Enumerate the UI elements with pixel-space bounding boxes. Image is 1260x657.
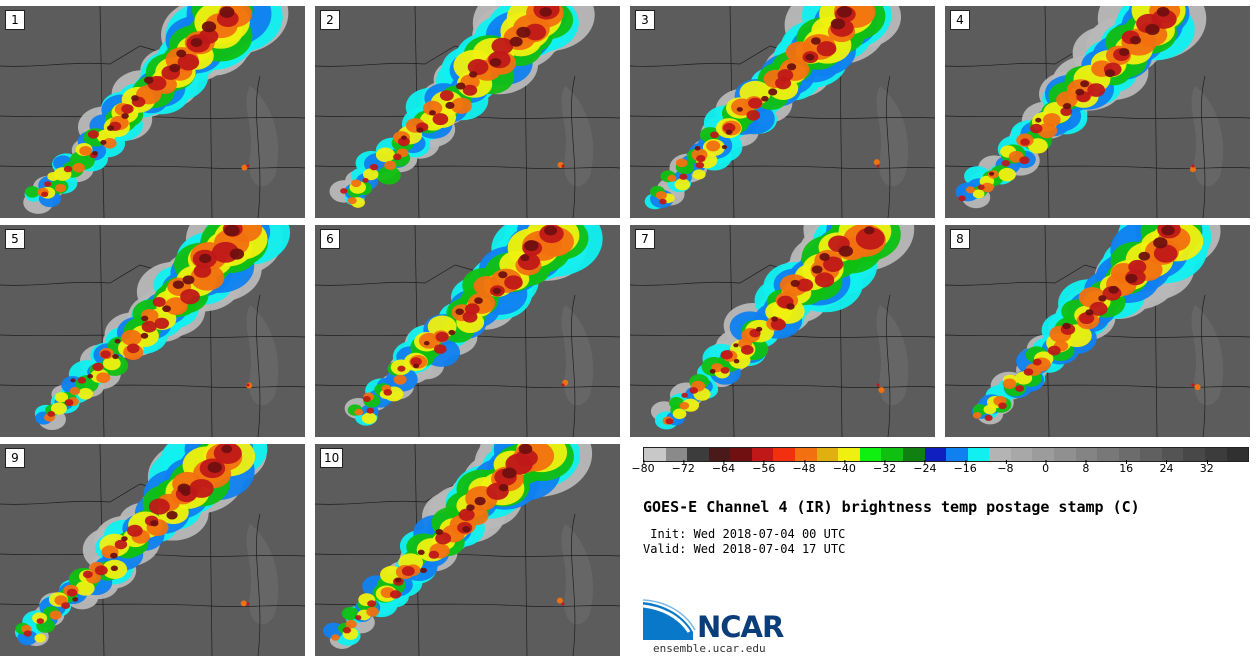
colorbar-tick-label: 32 — [1199, 460, 1214, 475]
colorbar-cell — [924, 448, 947, 461]
panel-number: 5 — [5, 229, 25, 249]
satellite-map — [630, 225, 935, 437]
colorbar-cell — [1097, 448, 1119, 461]
colorbar-tick-label: −40 — [832, 460, 856, 475]
colorbar-tick-label: −32 — [872, 460, 897, 475]
colorbar-cell — [967, 448, 990, 461]
colorbar-cell — [1226, 448, 1249, 461]
satellite-map — [315, 444, 620, 656]
colorbar-tick-label: −48 — [792, 460, 816, 475]
panel-number: 7 — [635, 229, 655, 249]
colorbar-cell — [1161, 448, 1184, 461]
postage-stamp-panel-6: 6 — [315, 225, 620, 437]
postage-stamp-panel-3: 3 — [630, 6, 935, 218]
panel-number: 2 — [320, 10, 340, 30]
colorbar-tick-label: −56 — [752, 460, 776, 475]
colorbar-tick-label: −24 — [913, 460, 937, 475]
colorbar-tick-label: −64 — [711, 460, 736, 475]
satellite-map — [630, 6, 935, 218]
colorbar-cell — [730, 448, 752, 461]
colorbar-cell — [989, 448, 1011, 461]
ncar-wordmark: NCAR — [697, 610, 784, 644]
postage-stamp-panel-4: 4 — [945, 6, 1250, 218]
colorbar-cell — [1032, 448, 1054, 461]
colorbar-cell — [687, 448, 709, 461]
satellite-map — [0, 444, 305, 656]
postage-stamp-panel-10: 10 — [315, 444, 620, 656]
postage-stamp-panel-1: 1 — [0, 6, 305, 218]
colorbar-tick-label: −8 — [997, 460, 1014, 475]
colorbar-cell — [902, 448, 925, 461]
colorbar-cell — [881, 448, 903, 461]
postage-stamp-panel-8: 8 — [945, 225, 1250, 437]
panel-number: 10 — [320, 448, 344, 468]
panel-number: 1 — [5, 10, 25, 30]
panel-number: 9 — [5, 448, 25, 468]
postage-stamp-panel-2: 2 — [315, 6, 620, 218]
colorbar-cell — [773, 448, 796, 461]
colorbar-cell — [1183, 448, 1206, 461]
colorbar-cell — [1075, 448, 1098, 461]
colorbar-cell — [1053, 448, 1076, 461]
colorbar-cell — [946, 448, 968, 461]
satellite-map — [945, 225, 1250, 437]
logo-url: ensemble.ucar.edu — [653, 642, 766, 655]
panel-number: 6 — [320, 229, 340, 249]
postage-stamp-panel-5: 5 — [0, 225, 305, 437]
colorbar-cell — [859, 448, 882, 461]
colorbar-cell — [1205, 448, 1227, 461]
colorbar-cell — [708, 448, 731, 461]
colorbar-ticks: −80 −72 −64 −56 −48 −40 −32 −24 −16 −8 0 8 16 24 32 — [631, 460, 1247, 482]
postage-stamp-panel-9: 9 — [0, 444, 305, 656]
colorbar-cell — [1010, 448, 1033, 461]
colorbar-cell — [816, 448, 839, 461]
colorbar-tick-label: 24 — [1159, 460, 1174, 475]
colorbar-tick-label: 0 — [1042, 460, 1050, 475]
colorbar-cell — [1118, 448, 1141, 461]
panel-number: 3 — [635, 10, 655, 30]
valid-time: Valid: Wed 2018-07-04 17 UTC — [643, 542, 846, 556]
colorbar-tick-label: 16 — [1119, 460, 1134, 475]
satellite-map — [315, 6, 620, 218]
colorbar-cell — [644, 448, 666, 461]
satellite-map — [0, 6, 305, 218]
figure-title: GOES-E Channel 4 (IR) brightness temp po… — [643, 498, 1140, 516]
colorbar-cell — [838, 448, 860, 461]
colorbar-tick-label: 8 — [1082, 460, 1090, 475]
colorbar-tick-label: −80 — [631, 460, 655, 475]
satellite-map — [0, 225, 305, 437]
panel-number: 4 — [950, 10, 970, 30]
panel-number: 8 — [950, 229, 970, 249]
ncar-logo-icon — [643, 599, 696, 640]
init-time: Init: Wed 2018-07-04 00 UTC — [643, 527, 846, 541]
satellite-map — [315, 225, 620, 437]
colorbar-cell — [1140, 448, 1162, 461]
colorbar-tick-label: −16 — [953, 460, 977, 475]
colorbar-cell — [751, 448, 774, 461]
postage-stamp-panel-7: 7 — [630, 225, 935, 437]
colorbar-cell — [665, 448, 688, 461]
colorbar — [643, 447, 1249, 462]
colorbar-tick-label: −72 — [671, 460, 695, 475]
colorbar-cell — [795, 448, 817, 461]
satellite-map — [945, 6, 1250, 218]
